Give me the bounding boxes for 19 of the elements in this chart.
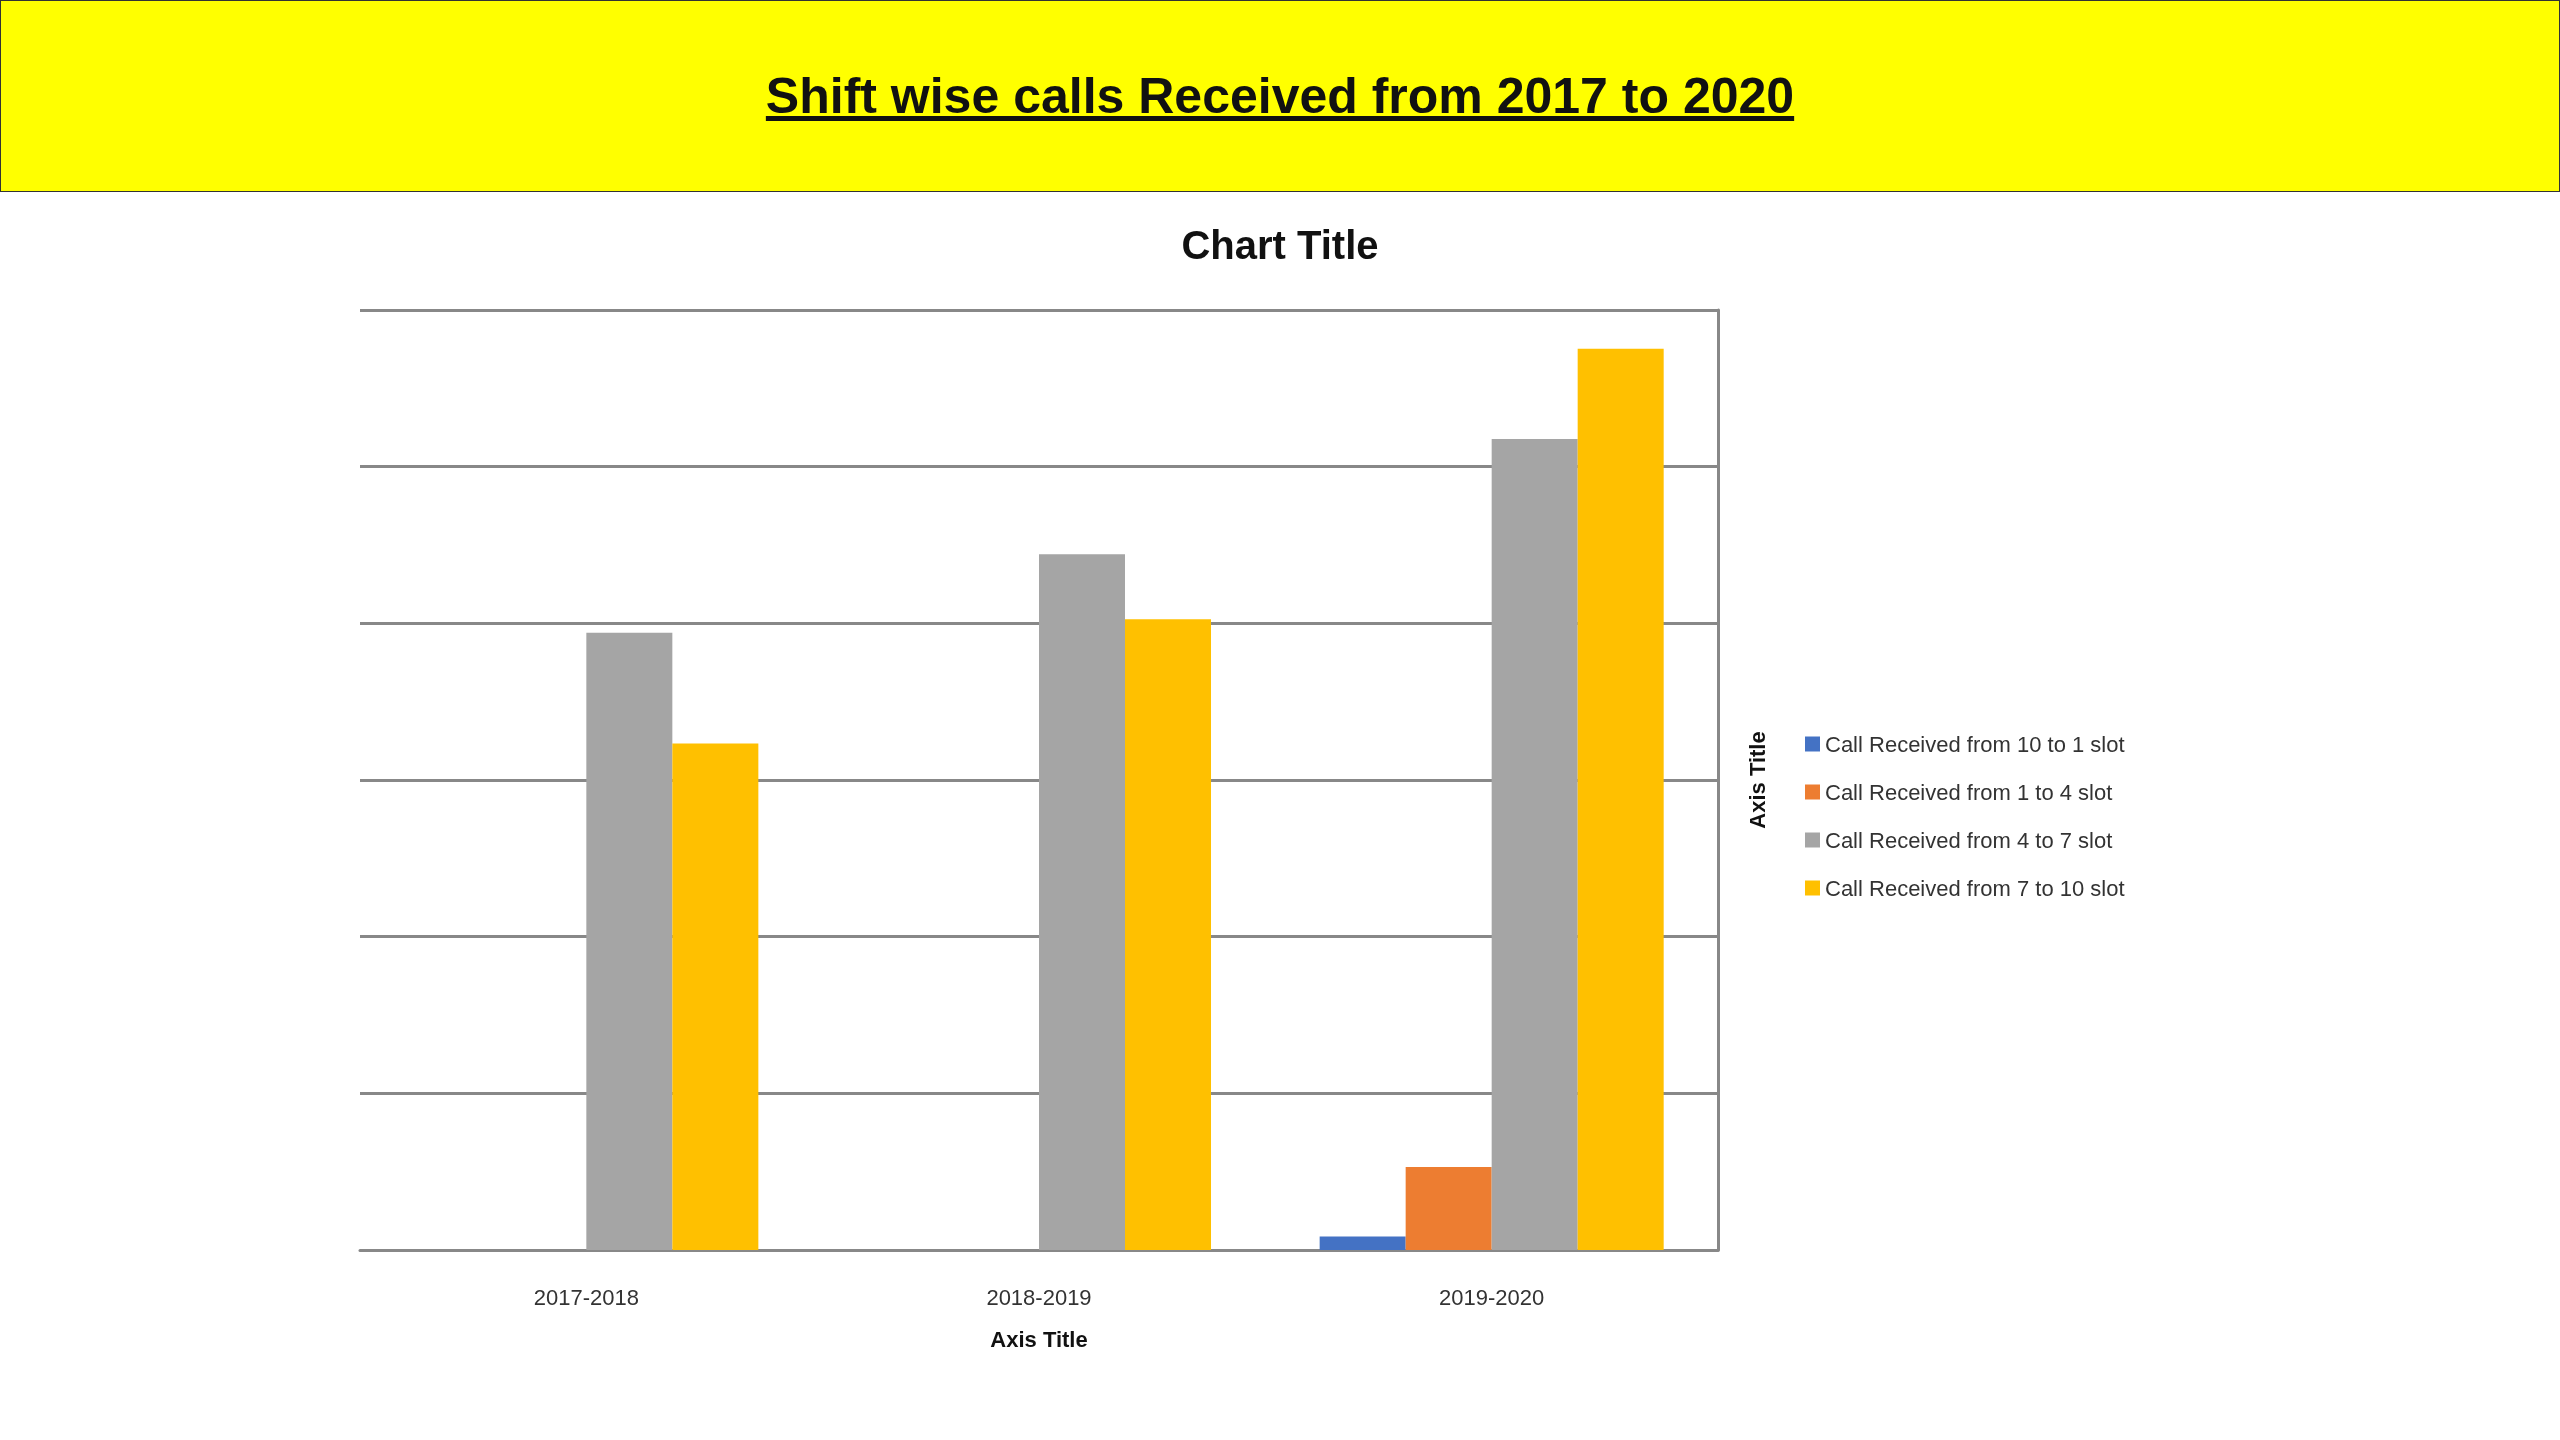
bar <box>1039 554 1126 1250</box>
legend-label: Call Received from 10 to 1 slot <box>1825 731 2125 757</box>
x-axis-title: Axis Title <box>990 1326 1088 1352</box>
bar <box>586 632 673 1250</box>
x-tick-label: 2019-2020 <box>1439 1284 1545 1310</box>
x-tick-label: 2018-2019 <box>986 1284 1092 1310</box>
legend-label: Call Received from 7 to 10 slot <box>1825 875 2125 901</box>
y-axis-title: Axis Title <box>1744 731 1770 829</box>
x-tick-label: 2017-2018 <box>533 1284 639 1310</box>
bar <box>672 743 759 1250</box>
legend-label: Call Received from 1 to 4 slot <box>1825 779 2113 805</box>
bar <box>1405 1167 1492 1250</box>
chart-title: Shift wise calls Received from 2017 to 2020 <box>765 67 1795 125</box>
chart-subtitle: Chart Title <box>1181 223 1379 267</box>
bar <box>1577 348 1664 1250</box>
bar <box>1125 619 1212 1250</box>
bar <box>1319 1236 1406 1250</box>
legend-label: Call Received from 4 to 7 slot <box>1825 827 2113 853</box>
bar <box>1491 438 1578 1250</box>
